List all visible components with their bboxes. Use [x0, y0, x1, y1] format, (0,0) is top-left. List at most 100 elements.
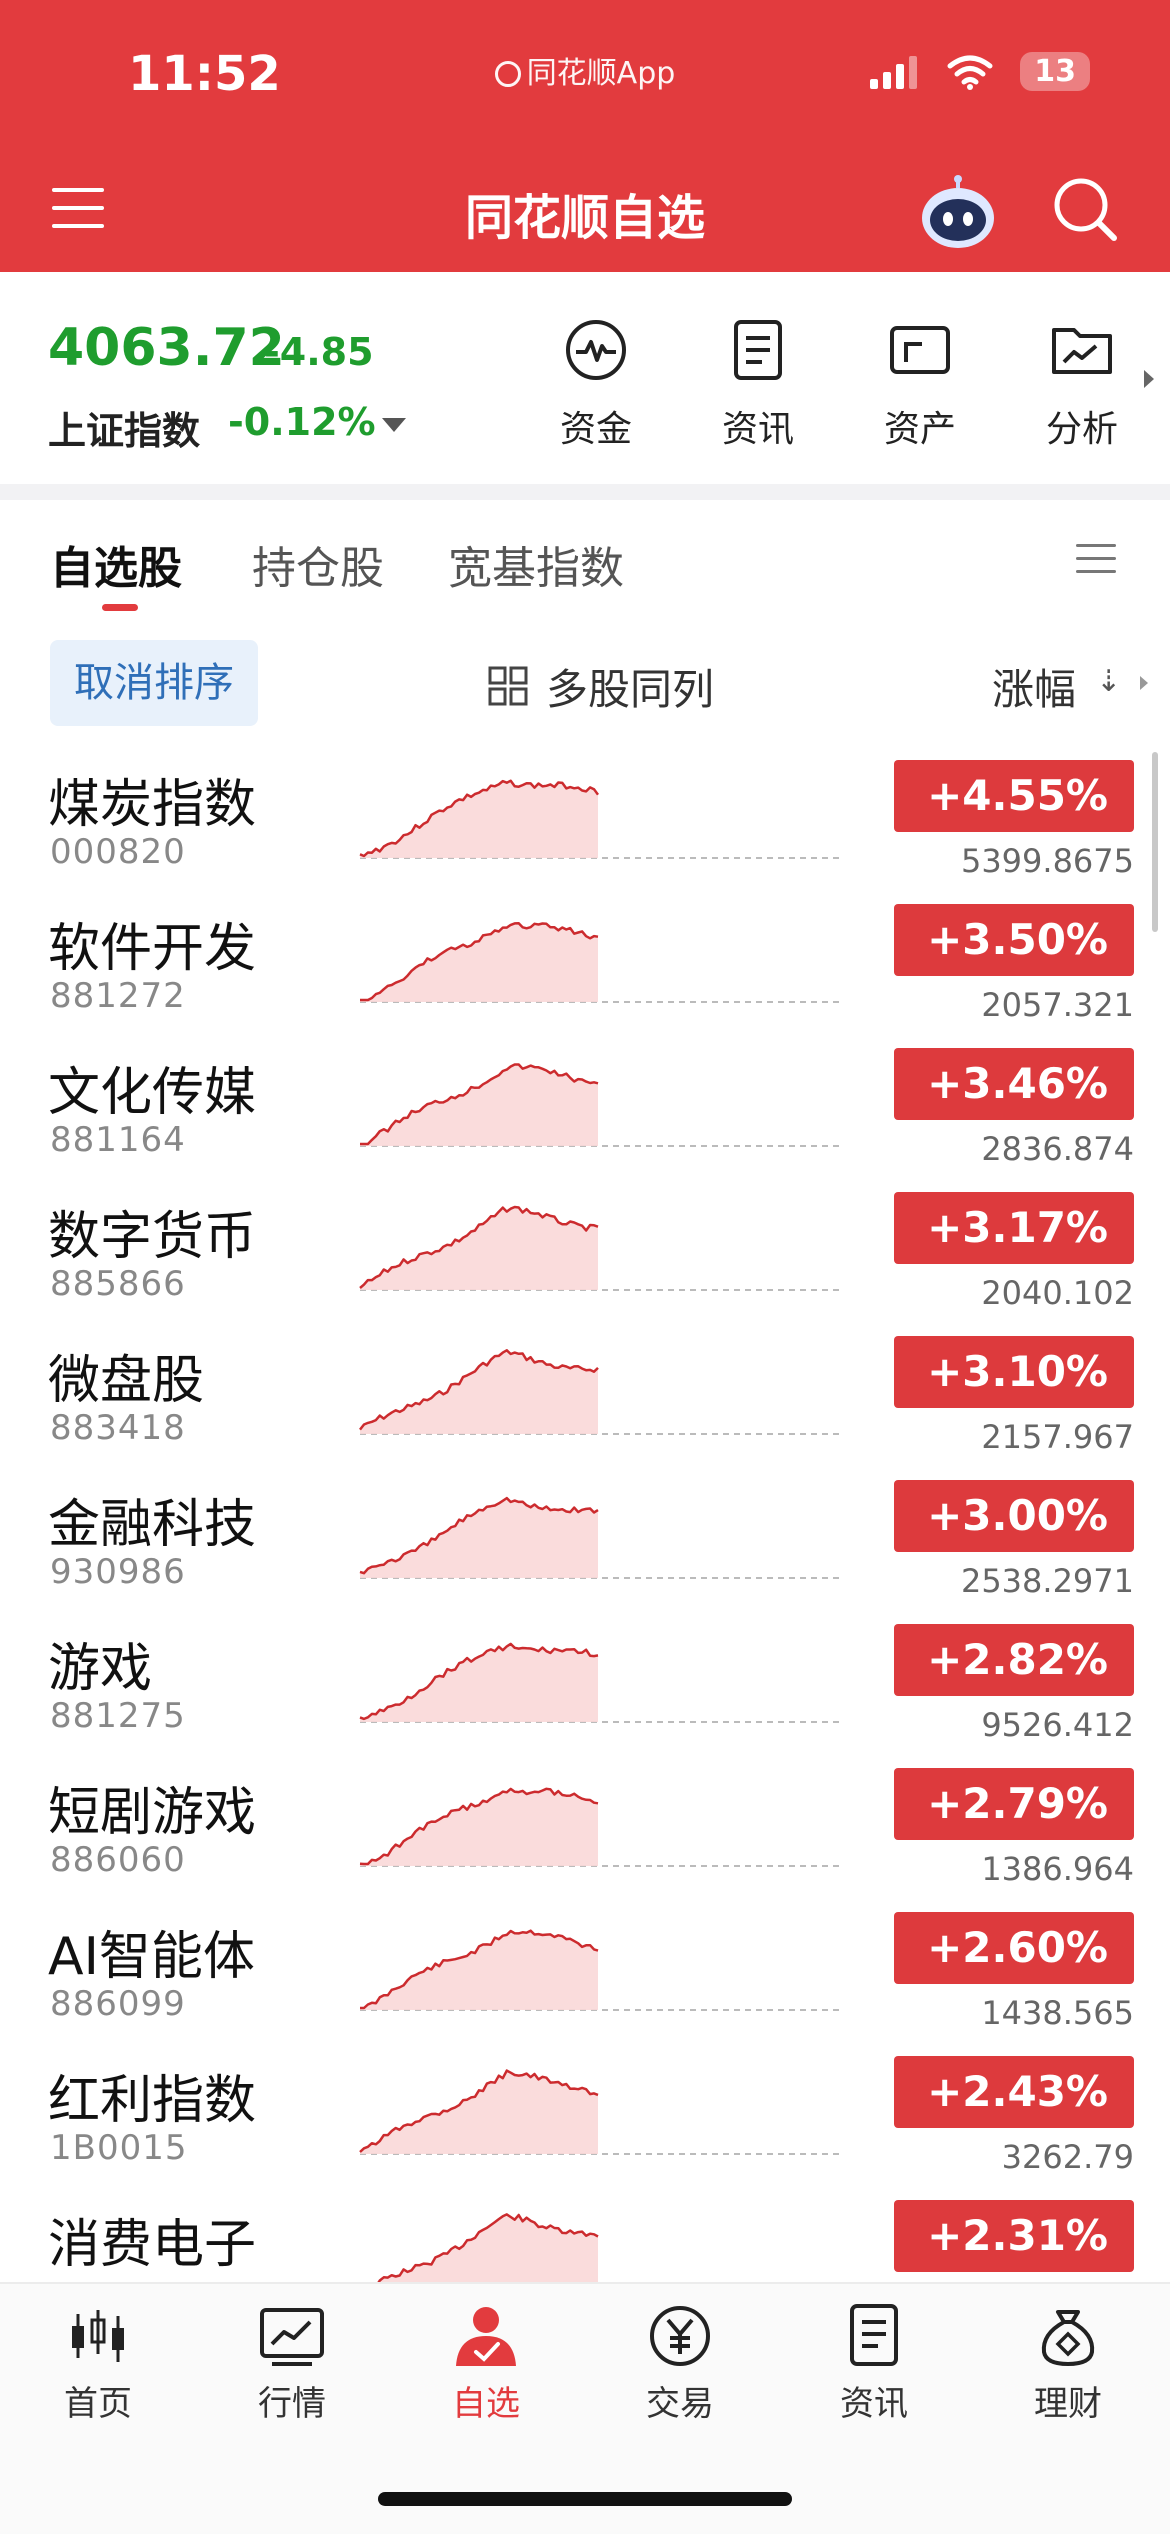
tab-active-indicator — [102, 604, 138, 611]
nav-label: 资讯 — [840, 2384, 908, 2424]
robot-assistant-icon[interactable] — [918, 174, 998, 254]
stock-code: 930986 — [50, 1552, 186, 1592]
stock-name: 消费电子 — [48, 2215, 257, 2275]
quick-action-label: 分析 — [1045, 409, 1118, 450]
watchlist-row[interactable]: 数字货币 885866 +3.17% 2040.102 — [0, 1174, 1170, 1318]
tab-watchlist[interactable]: 自选股 — [50, 543, 182, 594]
sort-descending-icon[interactable]: ⇣ — [1096, 664, 1122, 699]
yen-coin-icon — [650, 2306, 710, 2366]
pct-change-badge[interactable]: +3.50% — [894, 904, 1134, 976]
watchlist-row[interactable]: 文化传媒 881164 +3.46% 2836.874 — [0, 1030, 1170, 1174]
quick-action-label: 资产 — [883, 409, 956, 450]
index-change: -4.85 — [264, 330, 374, 374]
index-pct: -0.12% — [228, 400, 376, 444]
watchlist-row[interactable]: 短剧游戏 886060 +2.79% 1386.964 — [0, 1750, 1170, 1894]
cancel-sort-button[interactable]: 取消排序 — [50, 640, 258, 726]
index-price[interactable]: 4063.72 — [48, 318, 285, 378]
list-settings-icon[interactable] — [1076, 542, 1116, 576]
menu-icon[interactable] — [52, 186, 104, 230]
watchlist-row[interactable]: 软件开发 881272 +3.50% 2057.321 — [0, 886, 1170, 1030]
pct-change-badge[interactable]: +3.00% — [894, 1480, 1134, 1552]
stock-code: 886060 — [50, 1840, 186, 1880]
watchlist-row[interactable]: 游戏 881275 +2.82% 9526.412 — [0, 1606, 1170, 1750]
stock-price: 2040.102 — [981, 1274, 1134, 1312]
search-icon[interactable] — [1052, 176, 1118, 242]
folder-chart-icon — [1052, 328, 1112, 374]
pct-change-badge[interactable]: +2.60% — [894, 1912, 1134, 1984]
status-icons: 13 — [870, 52, 1090, 91]
nav-trade[interactable]: 交易 — [600, 2304, 760, 2425]
quick-action-funds[interactable]: 资金 — [536, 318, 656, 452]
index-switch-caret-icon[interactable] — [382, 418, 406, 432]
tab-holdings[interactable]: 持仓股 — [252, 543, 384, 594]
nav-wealth[interactable]: 理财 — [988, 2304, 1148, 2425]
stock-name: AI智能体 — [48, 1927, 255, 1987]
page-title: 同花顺自选 — [464, 190, 705, 246]
watchlist-row[interactable]: 消费电子 +2.31% — [0, 2182, 1170, 2282]
stock-price: 3262.79 — [1001, 2138, 1134, 2176]
wallet-icon — [890, 326, 950, 374]
stock-name: 短剧游戏 — [48, 1783, 257, 1843]
nav-label: 自选 — [452, 2384, 520, 2424]
quick-action-analysis[interactable]: 分析 — [1022, 318, 1142, 452]
scrollbar[interactable] — [1152, 752, 1158, 932]
quick-action-news[interactable]: 资讯 — [698, 318, 818, 452]
tab-broad-index[interactable]: 宽基指数 — [448, 543, 624, 594]
status-app-label: 同花顺App — [526, 56, 676, 91]
status-time: 11:52 — [128, 46, 281, 102]
grid-icon[interactable] — [488, 666, 528, 706]
nav-watchlist[interactable]: 自选 — [406, 2304, 566, 2425]
pct-change-badge[interactable]: +2.79% — [894, 1768, 1134, 1840]
nav-label: 行情 — [258, 2384, 326, 2424]
nav-news[interactable]: 资讯 — [794, 2304, 954, 2425]
wifi-icon — [947, 55, 993, 90]
quick-action-assets[interactable]: 资产 — [860, 318, 980, 452]
stock-code: 881275 — [50, 1696, 186, 1736]
signal-icon — [870, 55, 918, 89]
watchlist-row[interactable]: 红利指数 1B0015 +2.43% 3262.79 — [0, 2038, 1170, 2182]
pct-change-badge[interactable]: +3.17% — [894, 1192, 1134, 1264]
stock-price: 1438.565 — [981, 1994, 1134, 2032]
stock-code: 886099 — [50, 1984, 186, 2024]
nav-label: 理财 — [1034, 2384, 1102, 2424]
battery-indicator: 13 — [1020, 52, 1090, 91]
home-indicator — [378, 2492, 792, 2506]
intraday-sparkline — [359, 2069, 844, 2155]
multi-stock-column-button[interactable]: 多股同列 — [546, 665, 715, 714]
watchlist-row[interactable]: 煤炭指数 000820 +4.55% 5399.8675 — [0, 742, 1170, 886]
sort-field-label[interactable]: 涨幅 — [992, 665, 1077, 714]
nav-home[interactable]: 首页 — [18, 2304, 178, 2425]
stock-code: 1B0015 — [50, 2128, 188, 2168]
more-actions-arrow-icon[interactable] — [1144, 370, 1154, 388]
pulse-icon — [566, 320, 626, 380]
intraday-sparkline — [360, 1929, 844, 2011]
pct-change-badge[interactable]: +4.55% — [894, 760, 1134, 832]
pct-change-badge[interactable]: +3.46% — [894, 1048, 1134, 1120]
watchlist-row[interactable]: AI智能体 886099 +2.60% 1438.565 — [0, 1894, 1170, 2038]
watchlist-row[interactable]: 金融科技 930986 +3.00% 2538.2971 — [0, 1462, 1170, 1606]
stock-price: 5399.8675 — [960, 842, 1134, 880]
pct-change-badge[interactable]: +2.43% — [894, 2056, 1134, 2128]
candlestick-icon — [72, 2310, 124, 2362]
watchlist-user-icon — [456, 2307, 516, 2366]
nav-market[interactable]: 行情 — [212, 2304, 372, 2425]
sort-more-arrow-icon[interactable] — [1140, 676, 1148, 690]
stock-code: 885866 — [50, 1264, 186, 1304]
stock-name: 数字货币 — [48, 1207, 257, 1267]
index-name[interactable]: 上证指数 — [48, 409, 201, 453]
pct-change-badge[interactable]: +2.82% — [894, 1624, 1134, 1696]
watchlist: 煤炭指数 000820 +4.55% 5399.8675 软件开发 881272… — [0, 742, 1170, 2282]
pct-change-badge[interactable]: +3.10% — [894, 1336, 1134, 1408]
intraday-sparkline — [359, 1205, 844, 1291]
watchlist-row[interactable]: 微盘股 883418 +3.10% 2157.967 — [0, 1318, 1170, 1462]
stock-price: 2157.967 — [981, 1418, 1134, 1456]
document-icon — [734, 320, 782, 380]
nav-label: 首页 — [64, 2384, 132, 2424]
stock-name: 红利指数 — [48, 2071, 257, 2131]
stock-code: 000820 — [50, 832, 186, 872]
quick-action-label: 资讯 — [721, 409, 794, 450]
intraday-sparkline — [360, 1063, 844, 1147]
stock-code: 881272 — [50, 976, 186, 1016]
pct-change-badge[interactable]: +2.31% — [894, 2200, 1134, 2272]
money-bag-icon — [1041, 2310, 1095, 2366]
